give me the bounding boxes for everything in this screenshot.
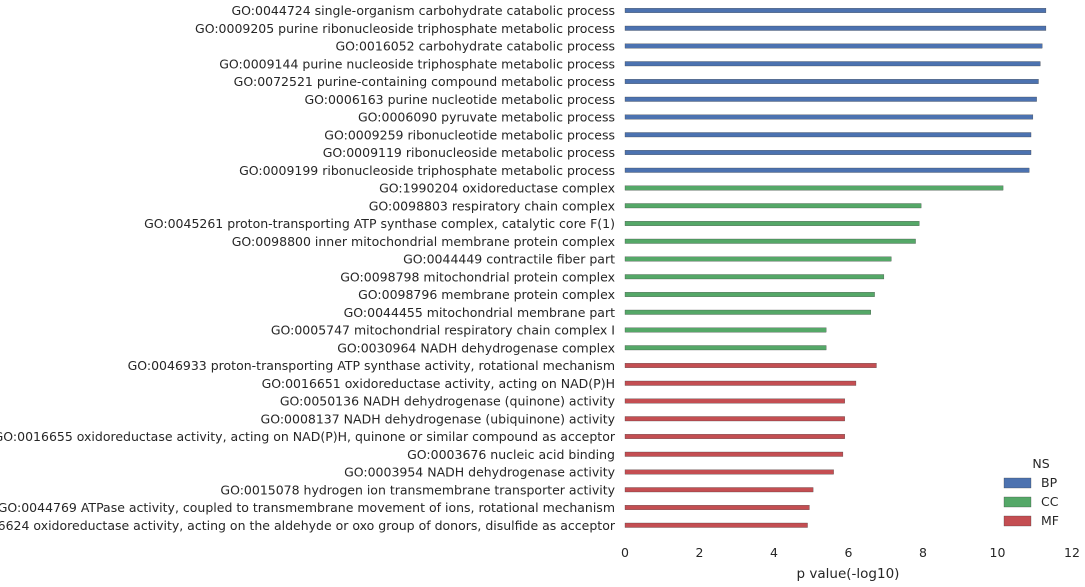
legend-entries: BP CC MF: [1003, 475, 1059, 528]
bar-bp: [624, 167, 1030, 173]
category-label: GO:0045261 proton-transporting ATP synth…: [144, 216, 615, 231]
category-label: GO:0046933 proton-transporting ATP synth…: [128, 358, 615, 373]
bar-bp: [624, 8, 1047, 13]
bar-bp: [624, 114, 1034, 120]
category-label: GO:0006090 pyruvate metabolic process: [358, 110, 615, 125]
bar-mf: [624, 505, 810, 510]
bar-cc: [624, 345, 827, 351]
category-label: GO:0009259 ribonucleotide metabolic proc…: [324, 127, 615, 142]
bar-mf: [624, 522, 808, 528]
legend: NS BP CC MF: [1003, 456, 1059, 528]
category-label: GO:0016052 carbohydrate catabolic proces…: [335, 39, 615, 54]
category-label: GO:0098798 mitochondrial protein complex: [340, 269, 615, 284]
category-label: GO:0015078 hydrogen ion transmembrane tr…: [220, 482, 615, 497]
category-label: GO:0009205 purine ribonucleoside triphos…: [195, 21, 615, 36]
category-label: GO:0044449 contractile fiber part: [403, 252, 615, 267]
bar-mf: [624, 434, 845, 439]
bar-mf: [624, 487, 814, 493]
bar-cc: [624, 203, 922, 209]
category-label: GO:0008137 NADH dehydrogenase (ubiquinon…: [261, 411, 616, 426]
category-label: GO:0005747 mitochondrial respiratory cha…: [271, 323, 615, 338]
bars-layer: [624, 8, 1047, 528]
bar-bp: [624, 43, 1043, 49]
category-label: GO:0009199 ribonucleoside triphosphate m…: [239, 163, 615, 178]
x-tick-label: 6: [845, 545, 853, 560]
category-label: GO:0030964 NADH dehydrogenase complex: [337, 340, 615, 355]
bar-mf: [624, 469, 834, 475]
category-labels: GO:0044724 single-organism carbohydrate …: [0, 3, 616, 533]
bar-bp: [624, 79, 1039, 84]
x-tick-label: 4: [770, 545, 778, 560]
bar-cc: [624, 292, 875, 297]
bar-cc: [624, 256, 892, 262]
x-tick-label: 8: [919, 545, 927, 560]
bar-cc: [624, 185, 1004, 191]
bar-bp: [624, 96, 1037, 102]
category-label: GO:0098800 inner mitochondrial membrane …: [232, 234, 615, 249]
x-axis-label: p value(-log10): [797, 566, 900, 582]
bar-mf: [624, 398, 845, 404]
category-label: GO:0016624 oxidoreductase activity, acti…: [0, 518, 616, 533]
x-tick-label: 12: [1064, 545, 1080, 560]
legend-label-mf: MF: [1041, 513, 1059, 528]
bar-bp: [624, 25, 1047, 31]
category-label: GO:0009144 purine nucleoside triphosphat…: [219, 56, 615, 71]
x-tick-label: 2: [696, 545, 704, 560]
bar-mf: [624, 416, 845, 422]
category-label: GO:0003954 NADH dehydrogenase activity: [344, 465, 616, 480]
legend-label-bp: BP: [1041, 475, 1058, 490]
bar-mf: [624, 380, 857, 386]
category-label: GO:0050136 NADH dehydrogenase (quinone) …: [280, 394, 616, 409]
legend-swatch-bp: [1003, 477, 1032, 489]
category-label: GO:0098796 membrane protein complex: [358, 287, 615, 302]
category-label: GO:0098803 respiratory chain complex: [369, 198, 615, 213]
legend-title: NS: [1032, 456, 1049, 471]
bar-cc: [624, 238, 916, 244]
x-tick-label: 0: [621, 545, 629, 560]
legend-label-cc: CC: [1041, 494, 1059, 509]
bar-cc: [624, 274, 885, 280]
x-axis-ticks: 0 2 4 6 8 10 12: [621, 545, 1080, 560]
x-tick-label: 10: [990, 545, 1006, 560]
bar-bp: [624, 150, 1032, 155]
bar-cc: [624, 221, 920, 226]
bar-mf: [624, 363, 877, 368]
category-label: GO:0006163 purine nucleotide metabolic p…: [304, 92, 615, 107]
category-label: GO:0044455 mitochondrial membrane part: [344, 305, 615, 320]
bar-cc: [624, 309, 872, 315]
bar-cc: [624, 327, 827, 333]
legend-swatch-cc: [1003, 496, 1032, 508]
bar-mf: [624, 451, 844, 457]
category-label: GO:0044724 single-organism carbohydrate …: [231, 3, 615, 18]
legend-swatch-mf: [1003, 515, 1032, 527]
bar-bp: [624, 132, 1032, 138]
category-label: GO:1990204 oxidoreductase complex: [379, 181, 615, 196]
category-label: GO:0009119 ribonucleoside metabolic proc…: [323, 145, 615, 160]
category-label: GO:0072521 purine-containing compound me…: [234, 74, 615, 89]
category-label: GO:0003676 nucleic acid binding: [407, 447, 615, 462]
category-label: GO:0044769 ATPase activity, coupled to t…: [0, 500, 615, 515]
category-label: GO:0016651 oxidoreductase activity, acti…: [262, 376, 615, 391]
bar-bp: [624, 61, 1041, 67]
category-label: GO:0016655 oxidoreductase activity, acti…: [0, 429, 616, 444]
